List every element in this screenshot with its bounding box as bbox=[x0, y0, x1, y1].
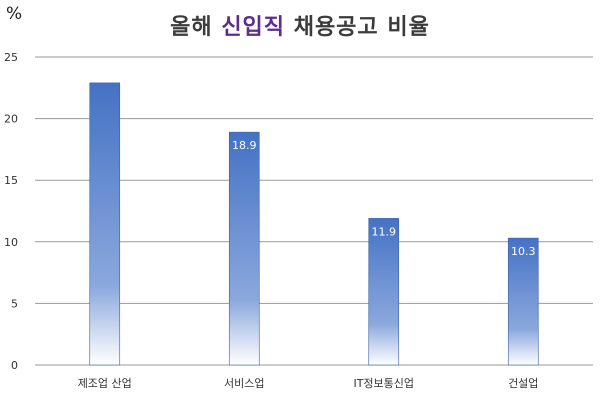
title-highlight: 신입직 bbox=[221, 15, 286, 40]
bar bbox=[228, 131, 260, 366]
y-axis-unit-label: % bbox=[6, 4, 23, 24]
bar bbox=[368, 218, 400, 366]
x-tick-label: IT정보통신업 bbox=[353, 377, 414, 390]
title-suffix: 채용공고 비율 bbox=[285, 15, 430, 40]
data-label: 11.9 bbox=[372, 225, 397, 238]
x-tick-label: 제조업 산업 bbox=[78, 377, 132, 390]
chart-title: 올해 신입직 채용공고 비율 bbox=[0, 9, 600, 41]
bar bbox=[89, 82, 121, 366]
x-tick-label: 서비스업 bbox=[224, 377, 264, 390]
y-tick-label: 15 bbox=[4, 174, 18, 187]
y-tick-label: 0 bbox=[11, 359, 18, 372]
x-tick-label: 건설업 bbox=[508, 377, 538, 390]
y-tick-label: 5 bbox=[11, 297, 18, 310]
y-tick-label: 20 bbox=[4, 113, 18, 126]
y-tick-label: 10 bbox=[4, 236, 18, 249]
data-label: 18.9 bbox=[232, 139, 257, 152]
y-tick-label: 25 bbox=[4, 51, 18, 64]
title-prefix: 올해 bbox=[170, 15, 222, 40]
data-label: 10.3 bbox=[511, 245, 536, 258]
bar bbox=[507, 237, 539, 366]
